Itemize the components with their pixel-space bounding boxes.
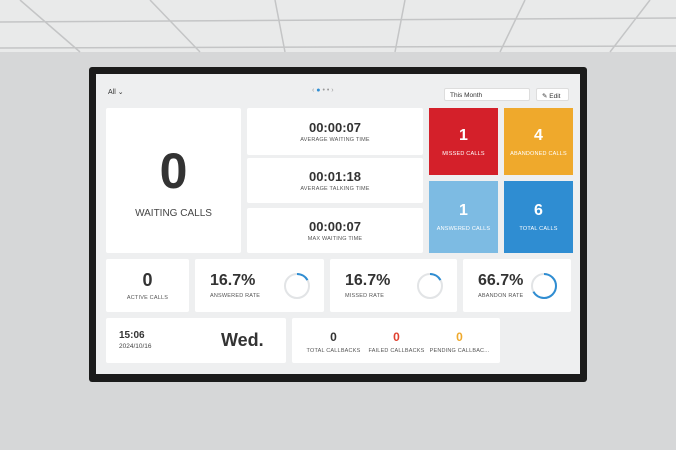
- time-card: 00:00:07 AVERAGE WAITING TIME: [247, 108, 423, 155]
- rate-value: 16.7%: [345, 272, 391, 289]
- ring-arc: [284, 273, 310, 299]
- rate-label: ABANDON RATE: [478, 293, 524, 299]
- active-label: ACTIVE CALLS: [126, 295, 169, 301]
- rate-ring: [417, 273, 443, 299]
- ring-arc: [531, 273, 557, 299]
- rate-value: 16.7%: [210, 272, 256, 289]
- ceiling: [0, 0, 676, 53]
- stat-tile: 6 TOTAL CALLS: [504, 181, 573, 253]
- callback-label: PENDING CALLBAC...: [429, 348, 490, 354]
- clock-card: 15:06 2024/10/16 Wed.: [106, 318, 286, 363]
- ring-arc: [417, 273, 443, 299]
- time-value: 00:00:07: [308, 219, 362, 234]
- callback-label: TOTAL CALLBACKS: [306, 348, 361, 354]
- rate-card: 66.7% ABANDON RATE: [463, 259, 571, 312]
- time-value: 00:01:18: [308, 169, 362, 184]
- callback-stat: 0 FAILED CALLBACKS: [365, 328, 428, 356]
- time-card: 00:00:07 MAX WAITING TIME: [247, 208, 423, 253]
- callback-value: 0: [456, 330, 463, 344]
- tile-value: 1: [459, 202, 468, 219]
- callbacks-card: 0 TOTAL CALLBACKS 0 FAILED CALLBACKS 0 PENDIN…: [292, 318, 500, 363]
- tile-label: ANSWERED CALLS: [436, 226, 491, 232]
- callback-value: 0: [393, 330, 400, 344]
- stat-tile: 1 ANSWERED CALLS: [429, 181, 498, 253]
- rate-card: 16.7% MISSED RATE: [330, 259, 457, 312]
- tile-label: MISSED CALLS: [442, 150, 485, 157]
- clock-date: 2024/10/16: [119, 343, 152, 350]
- filter-text: All: [108, 89, 116, 96]
- tile-label: ABANDONED CALLS: [510, 150, 567, 157]
- waiting-value: 0: [159, 143, 188, 199]
- tile-value: 1: [459, 126, 468, 144]
- callback-label: FAILED CALLBACKS: [368, 348, 425, 354]
- time-label: AVERAGE TALKING TIME: [300, 186, 370, 192]
- edit-text: Edit: [549, 93, 561, 100]
- clock-time: 15:06: [119, 330, 145, 341]
- tile-label: TOTAL CALLS: [519, 226, 558, 232]
- waiting-label: WAITING CALLS: [135, 208, 212, 219]
- stat-tile: 4 ABANDONED CALLS: [504, 108, 573, 175]
- time-card: 00:01:18 AVERAGE TALKING TIME: [247, 158, 423, 203]
- time-value: 00:00:07: [308, 120, 362, 135]
- rate-ring: [531, 273, 557, 299]
- clock-weekday: Wed.: [221, 330, 264, 350]
- period-text: This Month: [450, 92, 483, 99]
- filter-dropdown[interactable]: All ⌄: [108, 89, 124, 96]
- time-label: AVERAGE WAITING TIME: [300, 137, 370, 143]
- callback-stat: 0 PENDING CALLBAC...: [428, 328, 491, 356]
- screen: All ⌄ ‹ ● • • › This Month ✎ Edit 0 WAIT…: [96, 74, 580, 374]
- rate-value: 66.7%: [478, 272, 524, 289]
- pager[interactable]: ‹ ● • • ›: [312, 87, 334, 94]
- period-dropdown[interactable]: This Month: [444, 88, 530, 101]
- tile-value: 6: [534, 202, 543, 219]
- callback-stat: 0 TOTAL CALLBACKS: [302, 328, 365, 356]
- edit-button[interactable]: ✎ Edit: [536, 88, 569, 101]
- rate-label: MISSED RATE: [345, 293, 385, 299]
- rate-label: ANSWERED RATE: [210, 293, 261, 299]
- stat-tile: 1 MISSED CALLS: [429, 108, 498, 175]
- active-value: 0: [142, 270, 153, 290]
- time-label: MAX WAITING TIME: [307, 236, 363, 242]
- rate-ring: [284, 273, 310, 299]
- waiting-card: 0 WAITING CALLS: [106, 108, 241, 253]
- tile-value: 4: [534, 126, 543, 144]
- callback-value: 0: [330, 330, 337, 344]
- rate-card: 16.7% ANSWERED RATE: [195, 259, 324, 312]
- active-card: 0 ACTIVE CALLS: [106, 259, 189, 312]
